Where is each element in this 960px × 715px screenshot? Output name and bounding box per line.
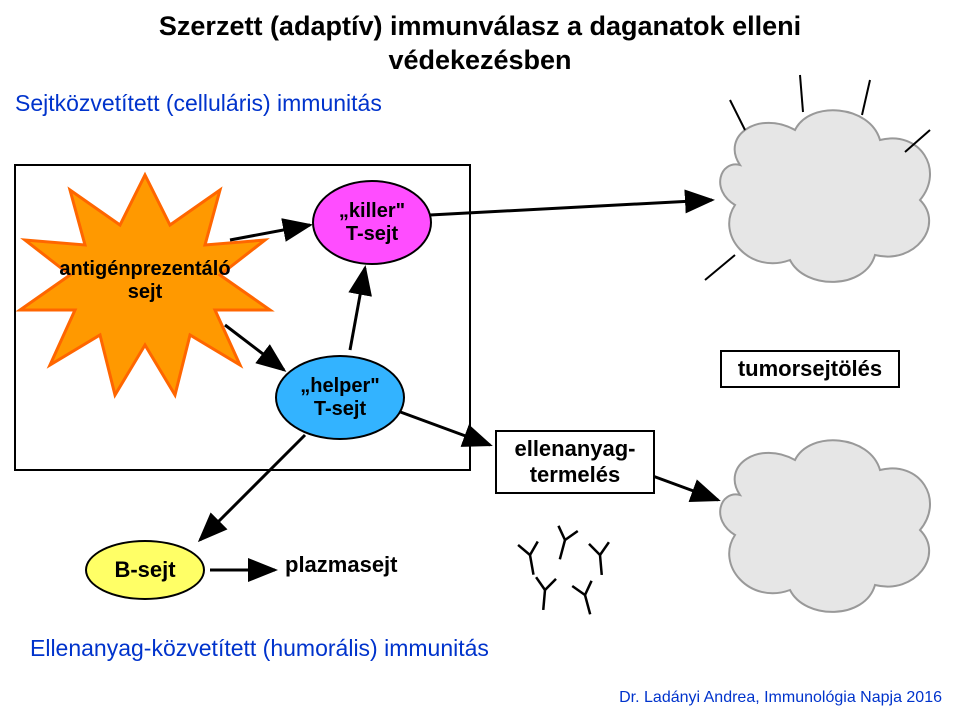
page-title: Szerzett (adaptív) immunválasz a daganat…	[0, 10, 960, 78]
killer-label-1: „killer"	[339, 200, 405, 223]
apc-label-2: sejt	[55, 281, 235, 304]
humoral-immunity-label: Ellenanyag-közvetített (humorális) immun…	[30, 635, 489, 662]
helper-label-2: T-sejt	[314, 398, 366, 421]
antibody-prod-1: ellenanyag-	[505, 436, 645, 462]
cellular-immunity-label: Sejtközvetített (celluláris) immunitás	[15, 90, 382, 117]
tumor-cloud-1	[705, 75, 930, 282]
helper-label-1: „helper"	[300, 375, 380, 398]
title-line-1: Szerzett (adaptív) immunválasz a daganat…	[159, 11, 801, 41]
antibody-prod-2: termelés	[505, 462, 645, 488]
apc-label-1: antigénprezentáló	[55, 258, 235, 281]
antibody-icons	[518, 526, 612, 617]
tumor-killing-label: tumorsejtölés	[720, 350, 900, 388]
tumor-kill-text: tumorsejtölés	[738, 356, 882, 381]
helper-t-cell: „helper" T-sejt	[275, 355, 405, 440]
apc-label: antigénprezentáló sejt	[55, 258, 235, 304]
antibody-production-label: ellenanyag- termelés	[495, 430, 655, 494]
bcell-label: B-sejt	[114, 557, 175, 583]
killer-label-2: T-sejt	[346, 223, 398, 246]
tumor-cloud-2	[720, 440, 930, 612]
b-cell: B-sejt	[85, 540, 205, 600]
title-line-2: védekezésben	[388, 45, 571, 75]
killer-t-cell: „killer" T-sejt	[312, 180, 432, 265]
plasma-cell-label: plazmasejt	[285, 552, 398, 578]
footer-credit: Dr. Ladányi Andrea, Immunológia Napja 20…	[619, 689, 942, 707]
